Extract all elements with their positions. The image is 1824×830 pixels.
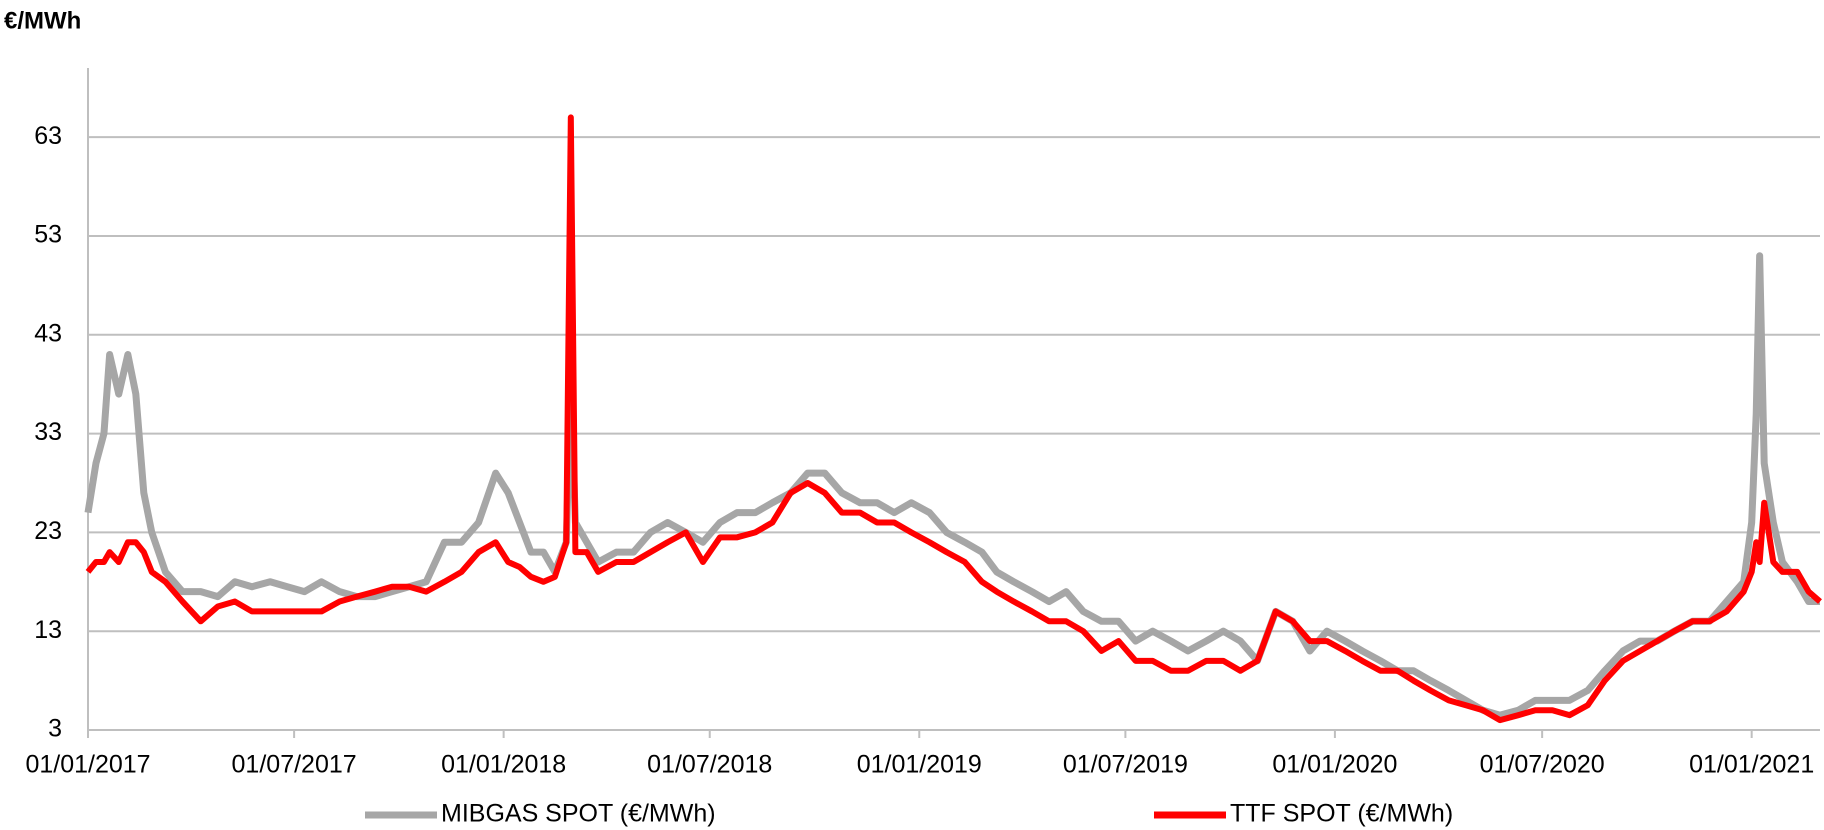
x-tick-label: 01/01/2018 [441,751,566,779]
series-line [85,114,1822,724]
x-tick-label: 01/01/2017 [25,751,150,779]
y-tick-label: 53 [34,221,62,249]
y-axis-title: €/MWh [4,7,81,34]
legend-label: MIBGAS SPOT (€/MWh) [441,800,716,828]
y-tick-label: 3 [48,715,62,743]
y-tick-label: 63 [34,122,62,150]
y-tick-label: 43 [34,319,62,347]
x-tick-label: 01/01/2019 [857,751,982,779]
legend-label: TTF SPOT (€/MWh) [1230,800,1453,828]
x-tick-label: 01/01/2021 [1689,751,1814,779]
x-tick-label: 01/07/2019 [1063,751,1188,779]
x-tick-label: 01/01/2020 [1272,751,1397,779]
x-tick-label: 01/07/2018 [647,751,772,779]
y-tick-label: 33 [34,418,62,446]
x-tick-label: 01/07/2020 [1480,751,1605,779]
y-tick-label: 13 [34,616,62,644]
series-line [84,252,1820,719]
y-tick-label: 23 [34,517,62,545]
x-tick-label: 01/07/2017 [232,751,357,779]
